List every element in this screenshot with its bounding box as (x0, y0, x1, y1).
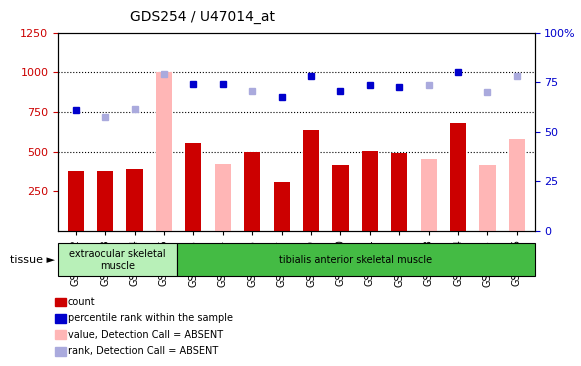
Text: tibialis anterior skeletal muscle: tibialis anterior skeletal muscle (279, 255, 432, 265)
Bar (391, 153, 407, 231)
Text: value, Detection Call = ABSENT: value, Detection Call = ABSENT (68, 330, 223, 340)
Bar (156, 72, 172, 231)
Bar (58, 243, 177, 276)
Bar (362, 151, 378, 231)
Bar (244, 152, 260, 231)
Text: percentile rank within the sample: percentile rank within the sample (68, 313, 233, 324)
Bar (421, 160, 437, 231)
Bar (177, 243, 535, 276)
Bar (303, 130, 319, 231)
Bar (67, 171, 84, 231)
Text: rank, Detection Call = ABSENT: rank, Detection Call = ABSENT (68, 346, 218, 356)
Bar (509, 139, 525, 231)
Text: tissue ►: tissue ► (10, 255, 55, 265)
Bar (479, 165, 496, 231)
Bar (185, 143, 202, 231)
Text: GDS254 / U47014_at: GDS254 / U47014_at (130, 10, 275, 24)
Bar (332, 165, 349, 231)
Text: count: count (68, 297, 96, 307)
Bar (450, 123, 466, 231)
Text: extraocular skeletal
muscle: extraocular skeletal muscle (69, 249, 166, 271)
Bar (97, 171, 113, 231)
Bar (274, 182, 290, 231)
Bar (127, 169, 143, 231)
Bar (215, 164, 231, 231)
